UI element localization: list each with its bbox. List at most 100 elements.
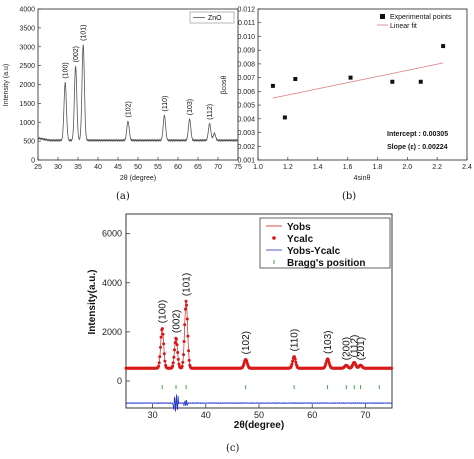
- x-tick-label: 1.8: [373, 164, 383, 171]
- peak-label: (002): [172, 310, 183, 333]
- yobs-line: [125, 300, 393, 370]
- ycalc-point: [184, 299, 188, 303]
- y-tick-label: 4000: [102, 278, 122, 288]
- y-tick-label: 0: [31, 158, 35, 165]
- y-tick-label: 1000: [19, 120, 35, 127]
- rietveld-refinement-chart: 30 40 50 60 70 0 2000 4000 6000 (100) (002) (101) (…: [87, 213, 394, 454]
- y-tick-label: 1500: [19, 101, 35, 108]
- y-tick-label: 0.009: [237, 48, 255, 55]
- y-tick-label: 0.006: [237, 89, 255, 96]
- slope-annotation: Slope (ε) : 0.00224: [387, 144, 448, 151]
- peak-label: (100): [158, 300, 169, 323]
- y-tick-label: 0.010: [237, 34, 255, 41]
- linear-fit-line: [272, 62, 444, 99]
- xrd-pattern-chart: 25 30 35 40 45 50 55 60 65 70 75 0 500 1000 1500 2000 25…: [3, 7, 242, 203]
- experimental-point: [418, 79, 423, 84]
- legend-entry-fit: Linear fit: [390, 23, 417, 30]
- peak-label: (102): [241, 331, 252, 354]
- x-tick-label: 1.6: [343, 164, 353, 171]
- x-tick-label: 70: [360, 410, 370, 420]
- williamson-hall-plot: 1.0 1.2 1.4 1.6 1.8 2.0 2.2 2.4 0.001 0.002 0.003 0…: [221, 7, 472, 203]
- legend-entry-ycalc: Ycalc: [287, 234, 314, 245]
- x-tick-label: 2.0: [402, 164, 412, 171]
- legend-entry-points: Experimental points: [390, 14, 452, 21]
- x-tick-label: 60: [174, 164, 182, 171]
- experimental-point: [270, 83, 275, 88]
- y-tick-label: 2000: [102, 327, 122, 337]
- plot-area-b: [257, 8, 468, 161]
- xrd-series-line: [37, 43, 239, 143]
- y-tick-label: 2000: [19, 82, 35, 89]
- x-tick-label: 65: [194, 164, 202, 171]
- y-tick-label: 3500: [19, 25, 35, 32]
- peak-label: (101): [81, 25, 88, 41]
- x-tick-label: 25: [34, 164, 42, 171]
- experimental-point: [293, 77, 298, 82]
- y-tick-label: 0.012: [237, 7, 255, 14]
- y-tick-label: 3000: [19, 44, 35, 51]
- panel-label-c: (c): [226, 443, 240, 454]
- x-tick-label: 2.4: [462, 164, 472, 171]
- peak-label: (110): [162, 96, 169, 112]
- x-tick-label: 45: [114, 164, 122, 171]
- x-tick-label: 55: [154, 164, 162, 171]
- legend: ZnO: [189, 11, 235, 24]
- y-tick-label: 0.001: [237, 158, 255, 165]
- x-axis-label: 2θ (degree): [120, 175, 156, 182]
- difference-curve: [125, 394, 393, 412]
- x-tick-label: 2.2: [432, 164, 442, 171]
- y-axis-label: Intensity(a.u.): [87, 269, 98, 334]
- y-tick-label: 2500: [19, 63, 35, 70]
- y-tick-label: 0.008: [237, 61, 255, 68]
- y-tick-label: 500: [23, 139, 35, 146]
- x-tick-label: 60: [307, 410, 317, 420]
- intercept-annotation: Intercept : 0.00305: [387, 131, 448, 138]
- peak-label: (103): [187, 99, 194, 115]
- experimental-point: [390, 79, 395, 84]
- peak-label: (112): [207, 104, 214, 120]
- y-tick-label: 0.003: [237, 130, 255, 137]
- peak-label: (110): [290, 329, 301, 352]
- peak-label: (103): [323, 331, 334, 354]
- x-tick-label: 1.4: [313, 164, 323, 171]
- peak-label: (101): [182, 273, 193, 296]
- legend-entry-diff: Yobs-Ycalc: [287, 246, 341, 257]
- y-tick-label: 4000: [19, 7, 35, 14]
- peak-label: (200): [342, 337, 353, 360]
- peak-label: (201): [356, 337, 367, 360]
- experimental-point: [348, 75, 353, 80]
- legend-entry-zno: ZnO: [208, 15, 222, 22]
- x-tick-label: 30: [148, 410, 158, 420]
- x-axis-label: 4sinθ: [354, 175, 371, 182]
- x-axis-label: 2θ(degree): [234, 420, 284, 431]
- y-axis-label: βcosθ: [221, 75, 228, 94]
- y-axis-label: Intensity (a.u): [3, 64, 10, 106]
- peak-label: (100): [63, 62, 70, 78]
- x-tick-label: 70: [214, 164, 222, 171]
- x-tick-label: 35: [74, 164, 82, 171]
- panel-label-b: (b): [342, 191, 356, 202]
- x-tick-label: 50: [134, 164, 142, 171]
- y-tick-label: 0: [117, 376, 122, 386]
- x-tick-label: 40: [94, 164, 102, 171]
- experimental-point: [282, 115, 287, 120]
- x-tick-label: 50: [254, 410, 264, 420]
- peak-label: (002): [73, 46, 80, 62]
- y-tick-label: 0.007: [237, 75, 255, 82]
- legend: Experimental points Linear fit: [377, 14, 452, 30]
- experimental-point: [441, 44, 446, 49]
- legend-swatch-points: [380, 14, 385, 19]
- y-tick-label: 0.002: [237, 144, 255, 151]
- x-tick-label: 30: [54, 164, 62, 171]
- x-tick-label: 1.2: [283, 164, 293, 171]
- panel-label-a: (a): [116, 191, 130, 202]
- legend-entry-yobs: Yobs: [287, 222, 311, 233]
- legend-entry-bragg: Bragg's position: [287, 258, 366, 269]
- x-tick-label: 75: [234, 164, 242, 171]
- legend-swatch-ycalc: [272, 236, 276, 240]
- legend: Yobs Ycalc Yobs-Ycalc Bragg's position: [259, 217, 391, 269]
- x-tick-label: 1.0: [253, 164, 263, 171]
- y-tick-label: 6000: [102, 229, 122, 239]
- y-tick-label: 0.005: [237, 103, 255, 110]
